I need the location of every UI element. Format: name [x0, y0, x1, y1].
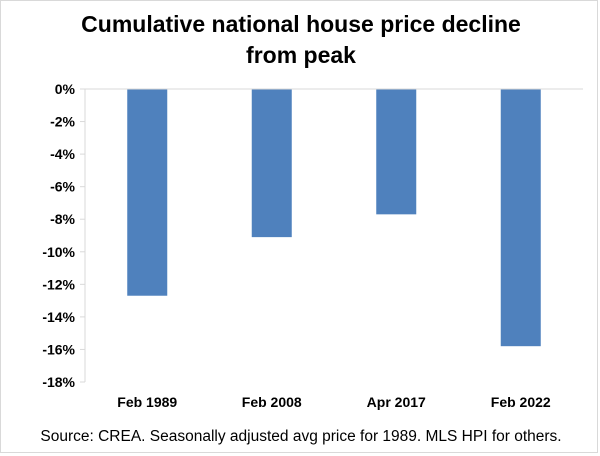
bar-feb-2008	[251, 89, 292, 238]
chart-title: Cumulative national house price decline …	[1, 9, 600, 71]
y-tick-label: -18%	[42, 374, 75, 390]
x-tick-label: Apr 2017	[367, 394, 426, 410]
x-tick-label: Feb 2008	[242, 394, 302, 410]
y-tick-label: -8%	[50, 211, 75, 227]
y-tick-label: -10%	[42, 244, 75, 260]
y-tick-label: -16%	[42, 341, 75, 357]
x-tick-label: Feb 2022	[491, 394, 551, 410]
bars	[127, 89, 541, 347]
y-tick-label: -4%	[50, 146, 75, 162]
source-note: Source: CREA. Seasonally adjusted avg pr…	[40, 428, 562, 445]
chart-title-line-2: from peak	[246, 42, 356, 68]
y-tick-label: -6%	[50, 179, 75, 195]
y-tick-label: -2%	[50, 114, 75, 130]
y-tick-label: -14%	[42, 309, 75, 325]
x-axis: Feb 1989 Feb 2008 Apr 2017 Feb 2022	[85, 88, 583, 410]
x-tick-label: Feb 1989	[117, 394, 177, 410]
bar-feb-1989	[127, 89, 168, 296]
bar-apr-2017	[376, 89, 417, 215]
bar-feb-2022	[500, 89, 541, 347]
y-tick-label: -12%	[42, 276, 75, 292]
y-tick-label: 0%	[55, 81, 76, 97]
y-axis: 0% -2% -4% -6% -8% -10% -12% -14% -16% -18%	[42, 81, 86, 390]
chart-title-line-1: Cumulative national house price decline	[81, 11, 521, 37]
